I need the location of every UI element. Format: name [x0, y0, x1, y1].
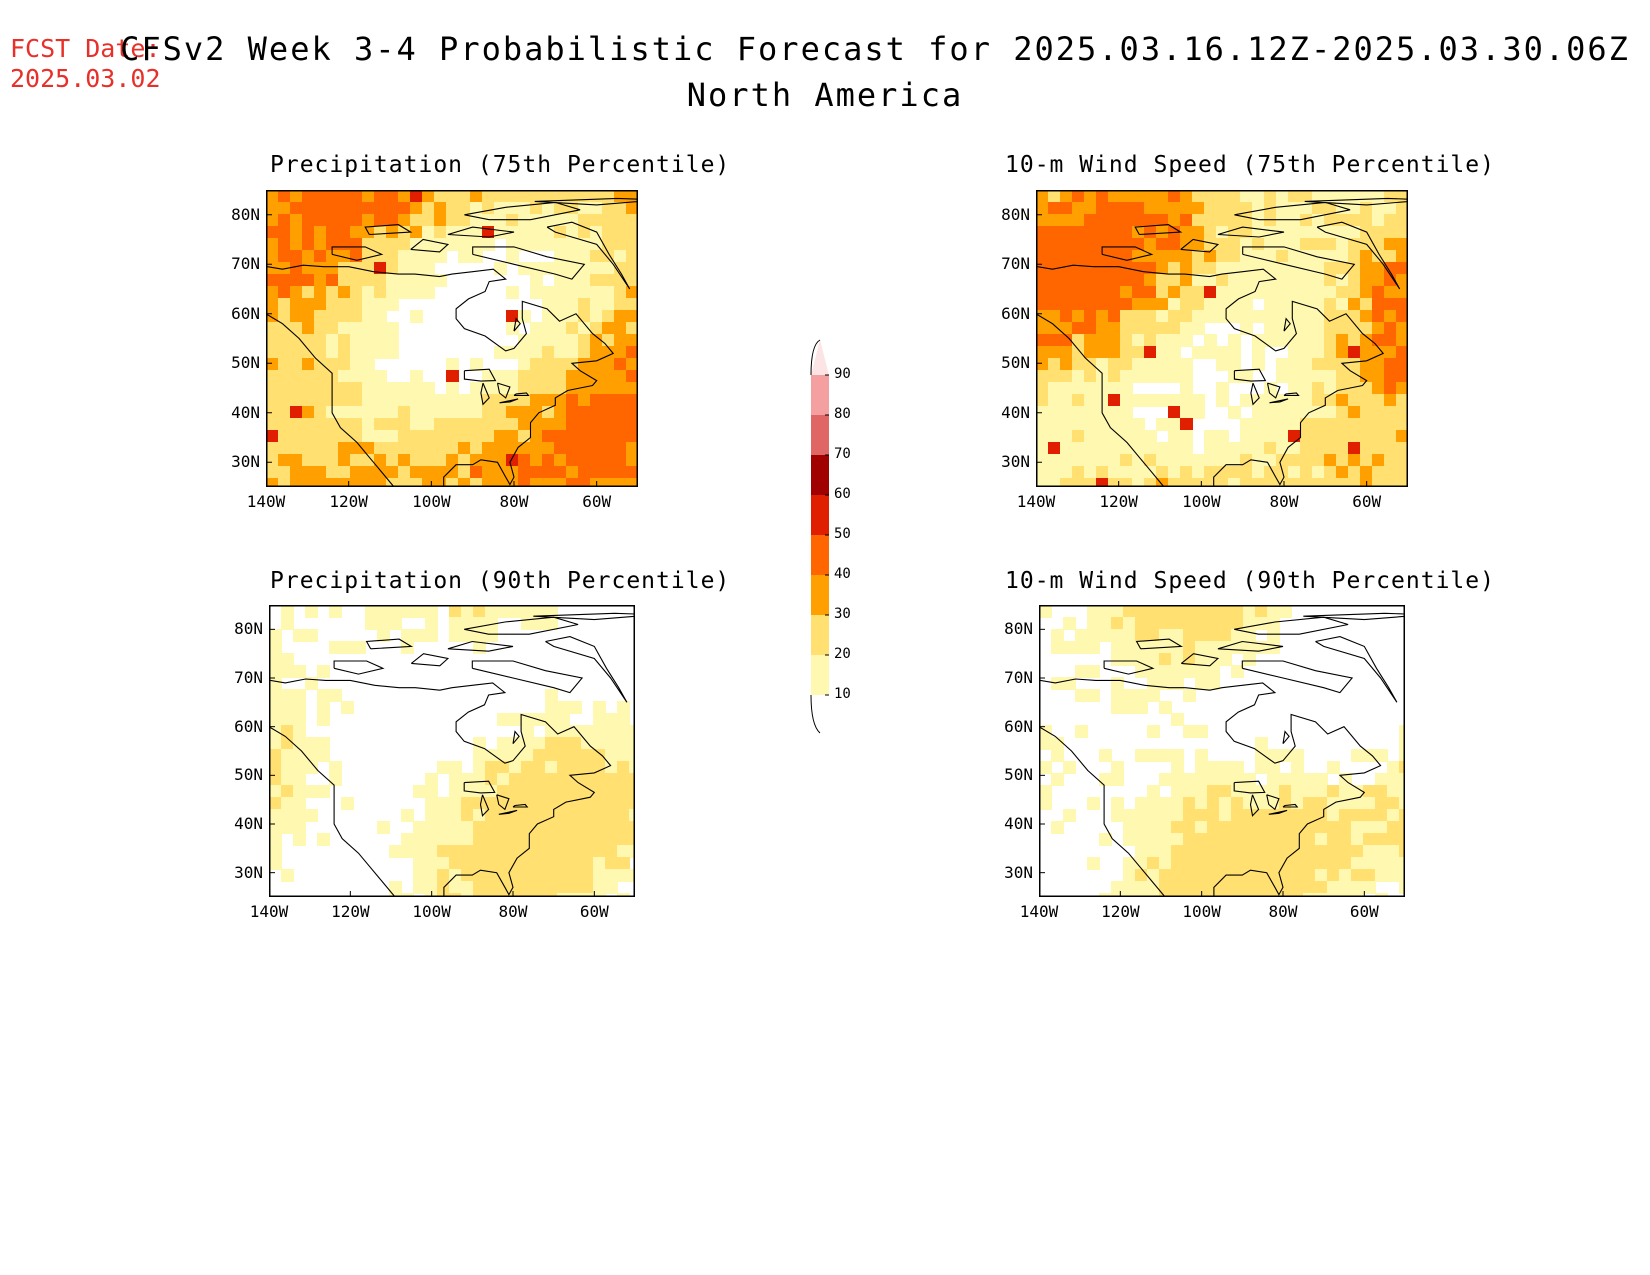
lon-label: 80W [498, 902, 528, 921]
forecast-date: FCST Date: 2025.03.02 [10, 34, 161, 94]
field [1039, 605, 1405, 897]
lon-label: 60W [582, 492, 612, 511]
lat-label: 70N [1001, 254, 1030, 274]
colorbar [810, 339, 829, 734]
map-precip-75 [266, 190, 638, 487]
coastlines [1036, 197, 1408, 487]
lat-label: 70N [234, 668, 263, 687]
page-title: CFSv2 Week 3-4 Probabilistic Forecast fo… [0, 30, 1650, 114]
lon-label: 100W [412, 902, 451, 921]
colorbar-segment [811, 655, 829, 695]
lon-label: 140W [249, 902, 289, 921]
lat-label: 30N [1001, 452, 1030, 472]
colorbar-label: 60 [834, 486, 851, 502]
panel-title-wind-90: 10-m Wind Speed (90th Percentile) [1005, 568, 1495, 594]
lon-label: 80W [1269, 492, 1299, 511]
coastlines [269, 612, 635, 897]
colorbar-segment [811, 415, 829, 455]
lon-label: 80W [1268, 902, 1298, 921]
lon-label: 100W [412, 492, 451, 511]
lat-label: 40N [234, 814, 263, 833]
lat-label: 60N [1001, 303, 1030, 323]
colorbar-label: 40 [834, 566, 851, 582]
colorbar-label: 80 [834, 406, 851, 422]
lat-label: 80N [1004, 619, 1033, 639]
lat-label: 50N [234, 765, 263, 785]
lon-label: 60W [1349, 902, 1379, 921]
lat-label: 70N [231, 254, 260, 274]
fcst-label: FCST Date: [10, 34, 161, 63]
lat-label: 30N [234, 862, 263, 882]
colorbar-tip-top [811, 340, 829, 375]
lat-label: 70N [1004, 668, 1033, 687]
lon-label: 120W [329, 492, 368, 511]
panel-title-precip-75: Precipitation (75th Percentile) [270, 152, 731, 178]
map-wind-75 [1036, 190, 1408, 487]
lat-label: 30N [231, 452, 260, 472]
lat-label: 40N [1001, 402, 1030, 422]
colorbar-segment [811, 575, 829, 615]
coastlines [1039, 612, 1405, 897]
lat-label: 60N [231, 303, 260, 323]
lon-label: 80W [499, 492, 529, 511]
colorbar-segment [811, 535, 829, 575]
lon-label: 60W [579, 902, 609, 921]
lon-label: 120W [1101, 902, 1140, 921]
colorbar-segment [811, 615, 829, 655]
colorbar-label: 70 [834, 446, 851, 462]
map-wind-90 [1039, 605, 1405, 897]
fcst-date-value: 2025.03.02 [10, 64, 161, 93]
panel-title-wind-75: 10-m Wind Speed (75th Percentile) [1005, 152, 1495, 178]
lat-label: 40N [1004, 814, 1033, 833]
lat-label: 30N [1004, 862, 1033, 882]
lon-label: 100W [1182, 492, 1221, 511]
colorbar-segment [811, 495, 829, 535]
colorbar-segment [811, 375, 829, 415]
panel-title-precip-90: Precipitation (90th Percentile) [270, 568, 731, 594]
title-line-2: North America [686, 76, 964, 114]
lon-label: 100W [1182, 902, 1221, 921]
title-line-1: CFSv2 Week 3-4 Probabilistic Forecast fo… [120, 30, 1630, 68]
colorbar-label: 20 [834, 646, 851, 662]
field [266, 190, 638, 487]
lon-label: 120W [331, 902, 370, 921]
lat-label: 50N [231, 353, 260, 373]
lat-label: 80N [1001, 204, 1030, 224]
lat-label: 50N [1001, 353, 1030, 373]
lon-label: 140W [1019, 902, 1059, 921]
colorbar-label: 90 [834, 366, 851, 382]
colorbar-segment [811, 455, 829, 495]
lat-label: 80N [234, 619, 263, 639]
colorbar-label: 30 [834, 606, 851, 622]
lat-label: 60N [234, 716, 263, 736]
colorbar-label: 50 [834, 526, 851, 542]
lat-label: 80N [231, 204, 260, 224]
lat-label: 40N [231, 402, 260, 422]
coastlines [266, 197, 638, 487]
colorbar-label: 10 [834, 686, 851, 702]
lon-label: 120W [1099, 492, 1138, 511]
lat-label: 60N [1004, 716, 1033, 736]
lat-label: 50N [1004, 765, 1033, 785]
field [1036, 190, 1408, 487]
lon-label: 60W [1352, 492, 1382, 511]
lon-label: 140W [1016, 492, 1056, 511]
map-precip-90 [269, 605, 635, 897]
lon-label: 140W [246, 492, 286, 511]
